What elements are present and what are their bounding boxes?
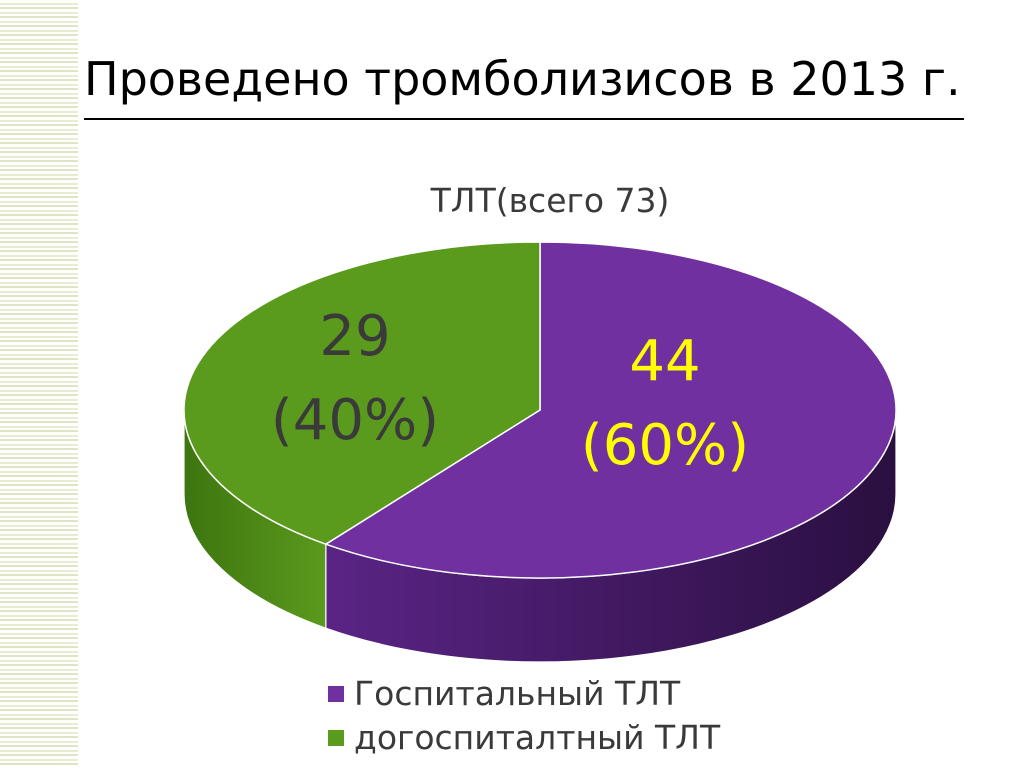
chart-legend: Госпитальный ТЛТ догоспиталтный ТЛТ [328,672,720,760]
legend-swatch-prehospital [328,730,344,746]
title-underline [84,118,964,120]
side-decoration-stripes [0,0,78,768]
data-label-percent-prehospital: (40%) [271,388,439,453]
legend-label-prehospital: догоспиталтный ТЛТ [354,718,721,757]
legend-item-hospital: Госпитальный ТЛТ [328,672,720,716]
slide-title: Проведено тромболизисов в 2013 г. [84,52,961,106]
data-label-percent-hospital: (60%) [581,413,749,478]
pie-slice-prehospital [183,241,541,546]
data-label-value-prehospital: 29 [319,304,390,369]
legend-item-prehospital: догоспиталтный ТЛТ [328,716,720,760]
data-label-value-hospital: 44 [629,329,700,394]
legend-label-hospital: Госпитальный ТЛТ [354,674,681,713]
chart-title: ТЛТ(всего 73) [430,181,670,220]
pie-slice-hospital [324,241,897,579]
legend-swatch-hospital [328,686,344,702]
